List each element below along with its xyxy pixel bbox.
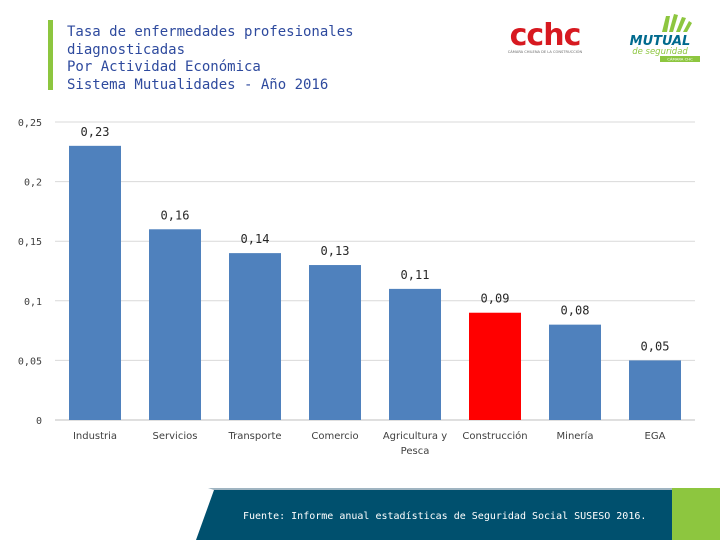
x-tick-label-line: Pesca: [401, 446, 430, 457]
data-label: 0,16: [161, 208, 190, 222]
x-tick-label-line: EGA: [645, 431, 666, 442]
y-tick-label: 0,25: [18, 118, 42, 129]
bar: [549, 324, 601, 420]
bar: [469, 312, 521, 420]
y-tick-label: 0,05: [18, 356, 42, 367]
data-label: 0,13: [321, 244, 350, 258]
data-label: 0,11: [401, 268, 430, 282]
y-tick-label: 0: [36, 416, 42, 427]
bar: [229, 253, 281, 420]
data-label: 0,09: [481, 292, 510, 306]
x-tick-label-line: Construcción: [462, 430, 527, 442]
mutual-logo-line1: MUTUAL: [630, 34, 691, 49]
data-label: 0,14: [241, 232, 270, 246]
x-tick-label: Transporte: [227, 431, 281, 442]
cchc-logo: cchc CÁMARA CHILENA DE LA CONSTRUCCIÓN: [508, 18, 583, 54]
x-tick-label: Minería: [557, 430, 594, 442]
x-tick-label: Comercio: [311, 431, 358, 442]
source-note: Fuente: Informe anual estadísticas de Se…: [243, 511, 647, 522]
footer-accent-block: [672, 488, 720, 540]
x-tick-label: Construcción: [462, 430, 527, 442]
cchc-logo-text: cchc: [510, 18, 581, 53]
bar-chart: 0 0,05 0,1 0,15 0,2 0,25 0,23 Industria 0,16 Serv…: [18, 118, 695, 457]
mutual-logo-line3: CÁMARA CHC: [667, 57, 693, 62]
footer-band: [196, 488, 720, 540]
x-tick-label-line: Minería: [557, 430, 594, 442]
mutual-logo-line2: de seguridad: [632, 47, 688, 57]
x-tick-label-line: Comercio: [311, 431, 358, 442]
y-tick-label: 0,1: [24, 297, 42, 308]
x-tick-label-line: Servicios: [153, 431, 198, 442]
data-label: 0,05: [641, 339, 670, 353]
data-label: 0,23: [81, 125, 110, 139]
x-tick-label-line: Industria: [73, 431, 117, 442]
footer-background: [196, 490, 672, 540]
title-accent-bar: [48, 20, 53, 90]
footer-top-edge: [208, 488, 672, 490]
title-line-2: diagnosticadas: [67, 41, 186, 58]
bar: [389, 288, 441, 420]
chart-title: Tasa de enfermedades profesionales diagn…: [67, 24, 354, 94]
data-label: 0,08: [561, 304, 590, 318]
title-line-1: Tasa de enfermedades profesionales: [67, 24, 354, 40]
title-line-4: Sistema Mutualidades - Año 2016: [67, 76, 329, 93]
x-tick-label-line: Transporte: [227, 431, 281, 442]
y-tick-label: 0,15: [18, 237, 42, 248]
bar: [309, 265, 361, 420]
x-tick-label: EGA: [645, 431, 666, 442]
x-tick-label-line: Agricultura y: [383, 431, 447, 442]
bar: [629, 360, 681, 420]
y-tick-label: 0,2: [24, 178, 42, 189]
x-tick-label: Agricultura y Pesca: [383, 431, 447, 457]
x-tick-label: Industria: [73, 431, 117, 442]
cchc-logo-subtext: CÁMARA CHILENA DE LA CONSTRUCCIÓN: [508, 49, 583, 54]
bar: [69, 145, 121, 420]
x-tick-label: Servicios: [153, 431, 198, 442]
mutual-leaf-icon: [662, 14, 692, 32]
title-line-3: Por Actividad Económica: [67, 59, 261, 75]
mutual-logo: MUTUAL de seguridad CÁMARA CHC: [630, 14, 700, 62]
bar: [149, 229, 201, 420]
mutual-logo-badge: [660, 56, 700, 62]
